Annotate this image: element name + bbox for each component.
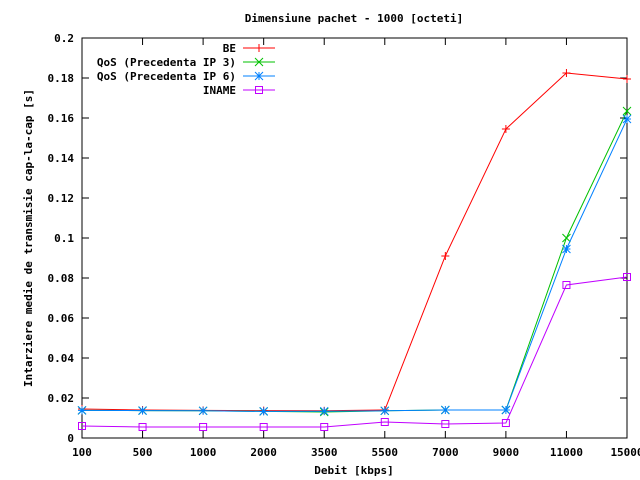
y-tick-label: 0	[67, 432, 74, 445]
data-point	[380, 418, 389, 426]
series-line	[81, 118, 628, 412]
x-tick-label: 1000	[190, 446, 217, 459]
x-tick-label: 3500	[311, 446, 338, 459]
y-tick-label: 0.2	[54, 32, 74, 45]
data-point	[562, 244, 571, 254]
x-tick-label: 9000	[493, 446, 520, 459]
series-line	[81, 276, 628, 428]
data-point	[138, 423, 147, 431]
legend-marker	[254, 57, 264, 67]
data-point	[138, 406, 147, 415]
x-tick-label: 7000	[432, 446, 459, 459]
data-point	[319, 406, 329, 416]
series-0	[78, 69, 631, 415]
data-point	[259, 407, 269, 416]
series-layer	[77, 69, 632, 431]
legend-marker	[254, 71, 264, 81]
y-tick-label: 0.1	[54, 232, 74, 245]
x-tick-label: 15000	[610, 446, 640, 459]
y-tick-label: 0.12	[48, 192, 75, 205]
data-point	[501, 419, 510, 427]
data-point	[562, 281, 571, 289]
legend-label: QoS (Precedenta IP 3)	[97, 56, 236, 69]
x-axis-label: Debit [kbps]	[314, 464, 393, 477]
data-point	[562, 233, 571, 243]
series-line	[81, 110, 628, 413]
data-point	[501, 405, 511, 415]
series-3	[78, 273, 631, 431]
data-point	[562, 69, 571, 77]
y-tick-label: 0.18	[48, 72, 75, 85]
x-tick-label: 2000	[250, 446, 277, 459]
legend-label: INAME	[203, 84, 236, 97]
y-tick-label: 0.14	[48, 152, 75, 165]
series-2	[77, 114, 632, 416]
data-point	[198, 406, 208, 416]
legend-marker	[255, 44, 263, 52]
data-point	[622, 106, 632, 116]
legend-marker	[255, 86, 263, 94]
series-line	[81, 72, 628, 412]
x-tick-label: 11000	[550, 446, 583, 459]
x-tick-label: 100	[72, 446, 92, 459]
x-tick-label: 5500	[372, 446, 399, 459]
data-point	[77, 406, 87, 415]
data-point	[622, 114, 632, 124]
chart-title: Dimensiune pachet - 1000 [octeti]	[245, 12, 464, 25]
data-point	[380, 406, 390, 416]
series-1	[77, 106, 632, 417]
data-point	[623, 273, 631, 281]
y-tick-label: 0.08	[48, 272, 75, 285]
data-point	[623, 75, 631, 83]
y-tick-label: 0.02	[48, 392, 75, 405]
data-point	[501, 125, 510, 133]
plot-frame	[81, 37, 628, 439]
data-point	[259, 423, 268, 431]
y-axis: 0 0.02 0.04 0.06 0.08 0.1 0.12 0.14 0.16 0.18 0.2	[48, 32, 627, 445]
legend-label: BE	[223, 42, 236, 55]
legend-label: QoS (Precedenta IP 6)	[97, 70, 236, 83]
data-point	[320, 423, 329, 431]
x-axis: 100 500 1000 2000 3500 5500 7000 9000 11000 15000	[72, 38, 640, 459]
data-point	[441, 420, 450, 428]
y-tick-label: 0.16	[48, 112, 75, 125]
x-tick-label: 500	[133, 446, 153, 459]
data-point	[78, 422, 86, 430]
data-point	[441, 252, 450, 260]
data-point	[440, 405, 450, 415]
y-tick-label: 0.06	[48, 312, 75, 325]
y-axis-label: Intarziere medie de transmisie cap-la-ca…	[22, 89, 35, 387]
y-tick-label: 0.04	[48, 352, 75, 365]
data-point	[199, 423, 208, 431]
